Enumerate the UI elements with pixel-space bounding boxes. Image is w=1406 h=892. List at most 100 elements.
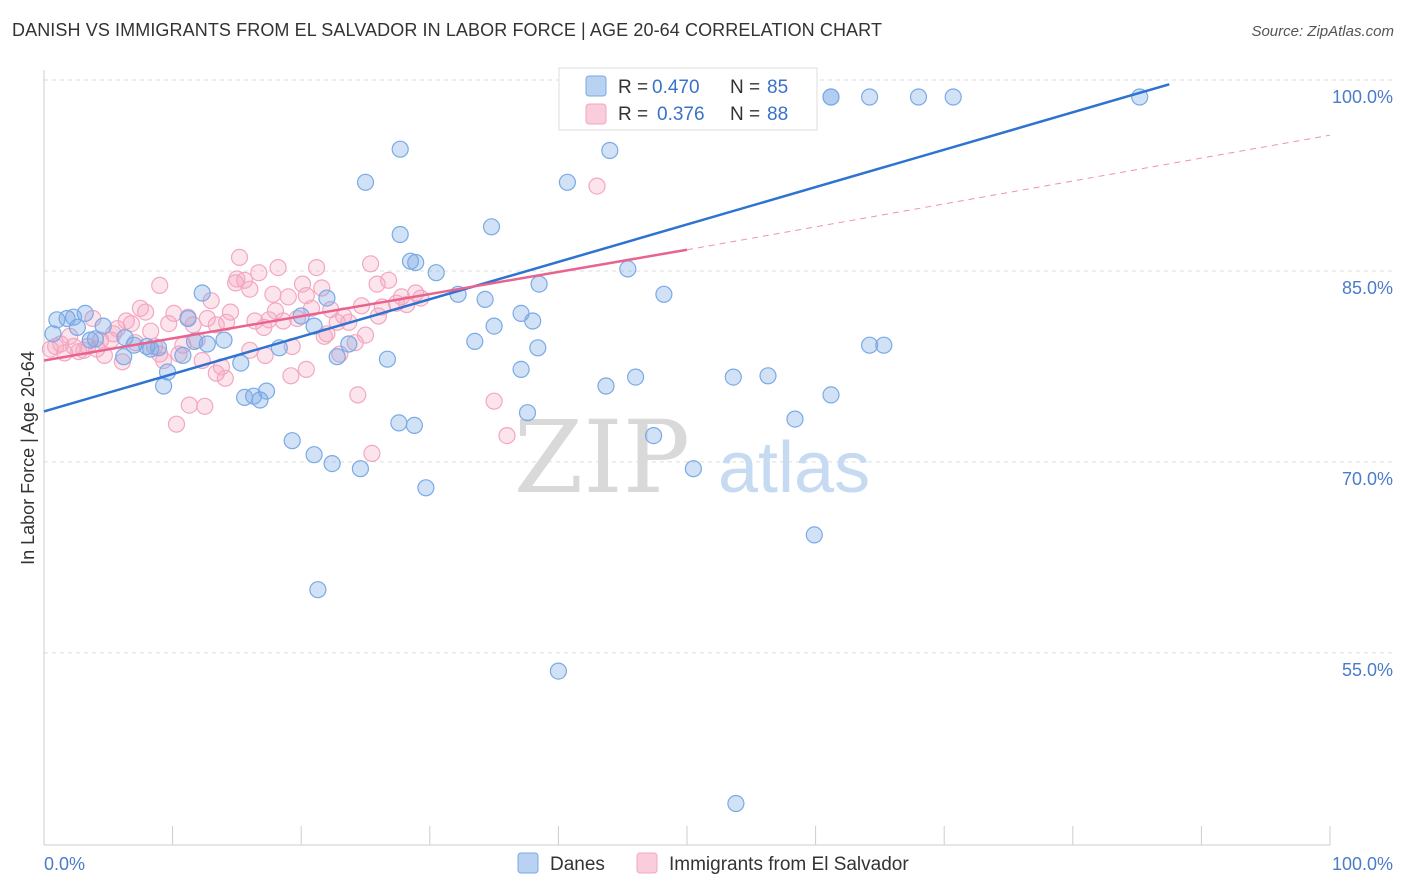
danes-point-18 (179, 309, 197, 328)
danes-point-34 (340, 335, 358, 353)
danes-point-37 (305, 446, 323, 464)
x-tick-label-min: 0.0% (44, 854, 85, 874)
danes-point-75 (549, 662, 568, 680)
immigrants-point-45 (250, 264, 268, 282)
danes-point-36 (323, 455, 341, 473)
danes-trend-line (43, 83, 1170, 413)
danes-point-11 (115, 348, 133, 366)
trend-lines (43, 83, 1331, 413)
danes-point-84 (944, 88, 962, 106)
series-immigrants-points (41, 177, 606, 462)
danes-point-17 (174, 346, 192, 364)
danes-point-76 (727, 794, 745, 813)
danes-point-64 (626, 368, 645, 386)
danes-point-51 (476, 290, 494, 308)
danes-point-86 (822, 88, 840, 106)
danes-point-59 (530, 275, 548, 293)
correlation-legend: R = 0.470 N = 85 R = 0.376 N = 88 (558, 67, 818, 131)
danes-point-83 (909, 88, 928, 106)
immigrants-point-76 (151, 276, 169, 294)
immigrants-point-80 (207, 364, 225, 382)
immigrants-point-70 (380, 271, 398, 289)
danes-point-33 (328, 348, 346, 366)
y-tick-label-3: 55.0% (1342, 660, 1393, 680)
danes-point-61 (597, 377, 615, 395)
danes-point-67 (684, 460, 703, 478)
legend-n-label-danes: N = (730, 77, 760, 98)
danes-point-62 (601, 141, 619, 160)
danes-point-39 (378, 350, 396, 368)
immigrants-point-34 (198, 309, 216, 328)
danes-point-23 (232, 354, 250, 372)
danes-point-41 (405, 416, 423, 434)
danes-point-8 (94, 317, 112, 335)
immigrants-point-86 (282, 367, 300, 385)
legend-n-value-danes: 85 (767, 77, 788, 98)
immigrants-point-78 (180, 396, 198, 414)
x-axis-ticks (43, 826, 1331, 845)
danes-point-5 (76, 304, 94, 322)
immigrants-point-57 (308, 259, 326, 277)
source-label: Source: ZipAtlas.com (1251, 23, 1394, 40)
immigrants-point-55 (297, 287, 315, 305)
danes-point-0 (44, 325, 62, 343)
danes-point-29 (283, 432, 301, 450)
danes-point-53 (485, 317, 503, 335)
danes-point-74 (875, 336, 893, 354)
x-tick-label-max: 100.0% (1332, 854, 1393, 874)
danes-point-40 (390, 414, 408, 432)
watermark: ZIP atlas (514, 399, 870, 516)
immigrants-point-85 (266, 302, 285, 320)
immigrants-point-93 (498, 427, 516, 445)
series-legend: Danes Immigrants from El Salvador (517, 852, 909, 875)
immigrants-trend-extension (686, 134, 1331, 251)
danes-point-43 (391, 140, 409, 158)
immigrants-trend-line (43, 248, 688, 362)
immigrants-point-38 (216, 369, 234, 387)
danes-point-65 (644, 427, 663, 445)
danes-point-69 (759, 367, 777, 385)
series-danes-points (44, 84, 1149, 813)
legend-r-label-immigrants: R = (618, 104, 648, 125)
danes-point-48 (427, 264, 445, 282)
legend-r-label-danes: R = (618, 77, 648, 98)
danes-point-50 (466, 332, 484, 350)
danes-point-15 (155, 377, 173, 395)
danes-point-35 (351, 460, 369, 478)
immigrants-point-87 (297, 360, 315, 378)
immigrants-point-67 (362, 255, 380, 273)
danes-point-57 (524, 312, 542, 330)
bottom-legend-swatch-danes (517, 852, 539, 874)
danes-point-44 (356, 173, 375, 191)
immigrants-point-39 (221, 303, 240, 321)
danes-point-42 (417, 479, 435, 497)
danes-point-38 (309, 581, 327, 599)
immigrants-point-51 (279, 288, 297, 306)
y-tick-label-2: 70.0% (1342, 469, 1393, 489)
danes-point-68 (724, 368, 742, 386)
immigrants-point-43 (241, 280, 259, 298)
y-tick-label-0: 100.0% (1332, 87, 1393, 107)
danes-point-7 (86, 330, 105, 348)
danes-point-72 (822, 386, 840, 404)
legend-swatch-immigrants (585, 103, 607, 125)
immigrants-point-26 (160, 315, 178, 333)
danes-point-71 (805, 526, 823, 544)
danes-point-26 (251, 391, 269, 409)
y-axis-tick-labels: 100.0% 85.0% 70.0% 55.0% (1332, 87, 1393, 680)
immigrants-point-18 (122, 315, 140, 333)
danes-point-70 (786, 410, 804, 428)
danes-point-52 (482, 218, 501, 236)
legend-r-value-immigrants: 0.376 (657, 104, 705, 125)
watermark-zip: ZIP (514, 399, 690, 516)
danes-point-27 (257, 382, 276, 400)
bottom-legend-swatch-immigrants (636, 852, 658, 874)
immigrants-point-92 (485, 392, 503, 410)
immigrants-point-90 (349, 386, 367, 404)
danes-point-20 (198, 335, 216, 353)
danes-point-46 (401, 252, 420, 270)
danes-point-58 (529, 339, 547, 357)
danes-point-63 (619, 260, 637, 278)
immigrants-point-94 (588, 177, 606, 195)
